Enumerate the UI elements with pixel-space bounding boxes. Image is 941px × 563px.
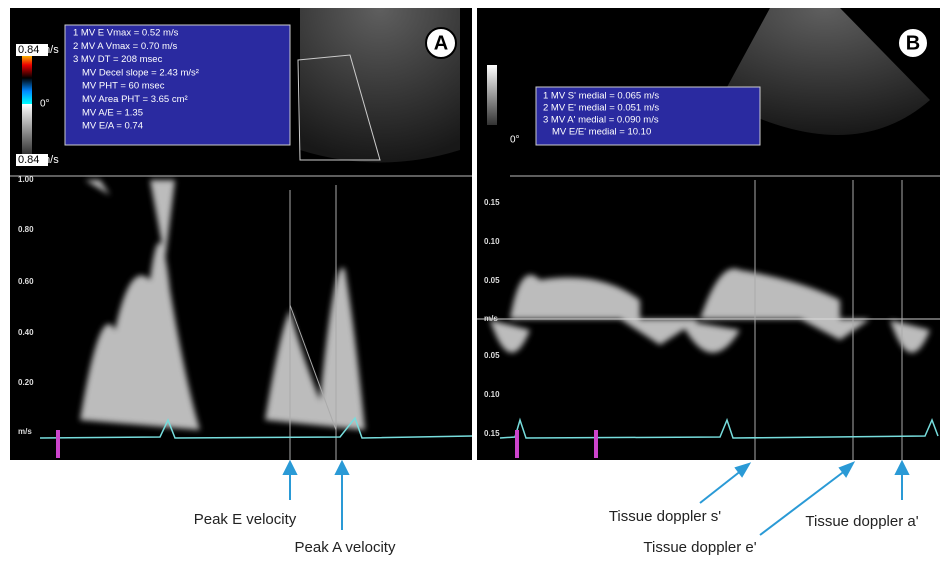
scale-bottom: 0.84 xyxy=(18,154,39,166)
measurement: MV Decel slope = 2.43 m/s² xyxy=(82,67,199,78)
measure-box xyxy=(64,24,291,146)
scale-zero: 0° xyxy=(510,135,520,146)
axis-label: 0.10 xyxy=(484,390,500,399)
scale-zero: 0° xyxy=(40,99,50,110)
measurement: 3 MV DT = 208 msec xyxy=(73,54,163,65)
scale-box xyxy=(16,44,48,56)
measurement: MV E/A = 0.74 xyxy=(82,121,143,132)
echo-image xyxy=(300,8,460,163)
annotation: Tissue doppler s' xyxy=(609,508,721,525)
echo-image xyxy=(720,8,930,135)
axis-label: 1.00 xyxy=(18,175,34,184)
panel-label: B xyxy=(906,32,920,54)
measurement: 3 MV A' medial = 0.090 m/s xyxy=(543,115,659,126)
arrows xyxy=(282,459,910,536)
annotation: Tissue doppler e' xyxy=(643,539,756,556)
ecg xyxy=(499,417,939,439)
panel-label: A xyxy=(434,32,448,54)
axis-label: m/s xyxy=(18,427,32,436)
panel-badge xyxy=(425,27,457,59)
annotation: Peak A velocity xyxy=(295,539,396,556)
axis-label: m/s xyxy=(484,314,498,323)
measurement: 1 MV E Vmax = 0.52 m/s xyxy=(73,28,179,39)
axis-label: 0.05 xyxy=(484,351,500,360)
measure-box xyxy=(535,86,761,146)
decel-line xyxy=(289,304,337,431)
axis-label: 0.15 xyxy=(484,198,500,207)
panel-badge xyxy=(897,27,929,59)
axis-label: 0.40 xyxy=(18,328,34,337)
axis-label: 0.60 xyxy=(18,277,34,286)
measurement: MV PHT = 60 msec xyxy=(82,81,165,92)
axis-label: 0.20 xyxy=(18,378,34,387)
scale-unit: m/s xyxy=(41,44,59,56)
axis-label: 0.05 xyxy=(484,276,500,285)
scale-unit: m/s xyxy=(41,154,59,166)
measurement: MV Area PHT = 3.65 cm² xyxy=(82,94,188,105)
annotation: Peak E velocity xyxy=(194,511,297,528)
scale-box xyxy=(16,154,48,166)
annotation: Tissue doppler a' xyxy=(805,513,918,530)
axis-label: 0.80 xyxy=(18,225,34,234)
measurement: 2 MV A Vmax = 0.70 m/s xyxy=(73,41,178,52)
color-scale xyxy=(22,52,32,104)
axis-label: 0.10 xyxy=(484,237,500,246)
measurement: 2 MV E' medial = 0.051 m/s xyxy=(543,103,659,114)
measurement: MV E/E' medial = 10.10 xyxy=(552,127,651,138)
gray-scale xyxy=(22,104,32,154)
scale-top: 0.84 xyxy=(18,44,39,56)
ecg xyxy=(39,416,473,439)
gray-scale xyxy=(487,65,497,125)
axis-label: 0.15 xyxy=(484,429,500,438)
marker xyxy=(594,430,598,458)
marker xyxy=(56,430,60,458)
measurement: 1 MV S' medial = 0.065 m/s xyxy=(543,91,659,102)
marker xyxy=(515,430,519,458)
tissue-spectrum xyxy=(490,268,930,353)
sample-box xyxy=(297,54,381,161)
measurement: MV A/E = 1.35 xyxy=(82,107,143,118)
